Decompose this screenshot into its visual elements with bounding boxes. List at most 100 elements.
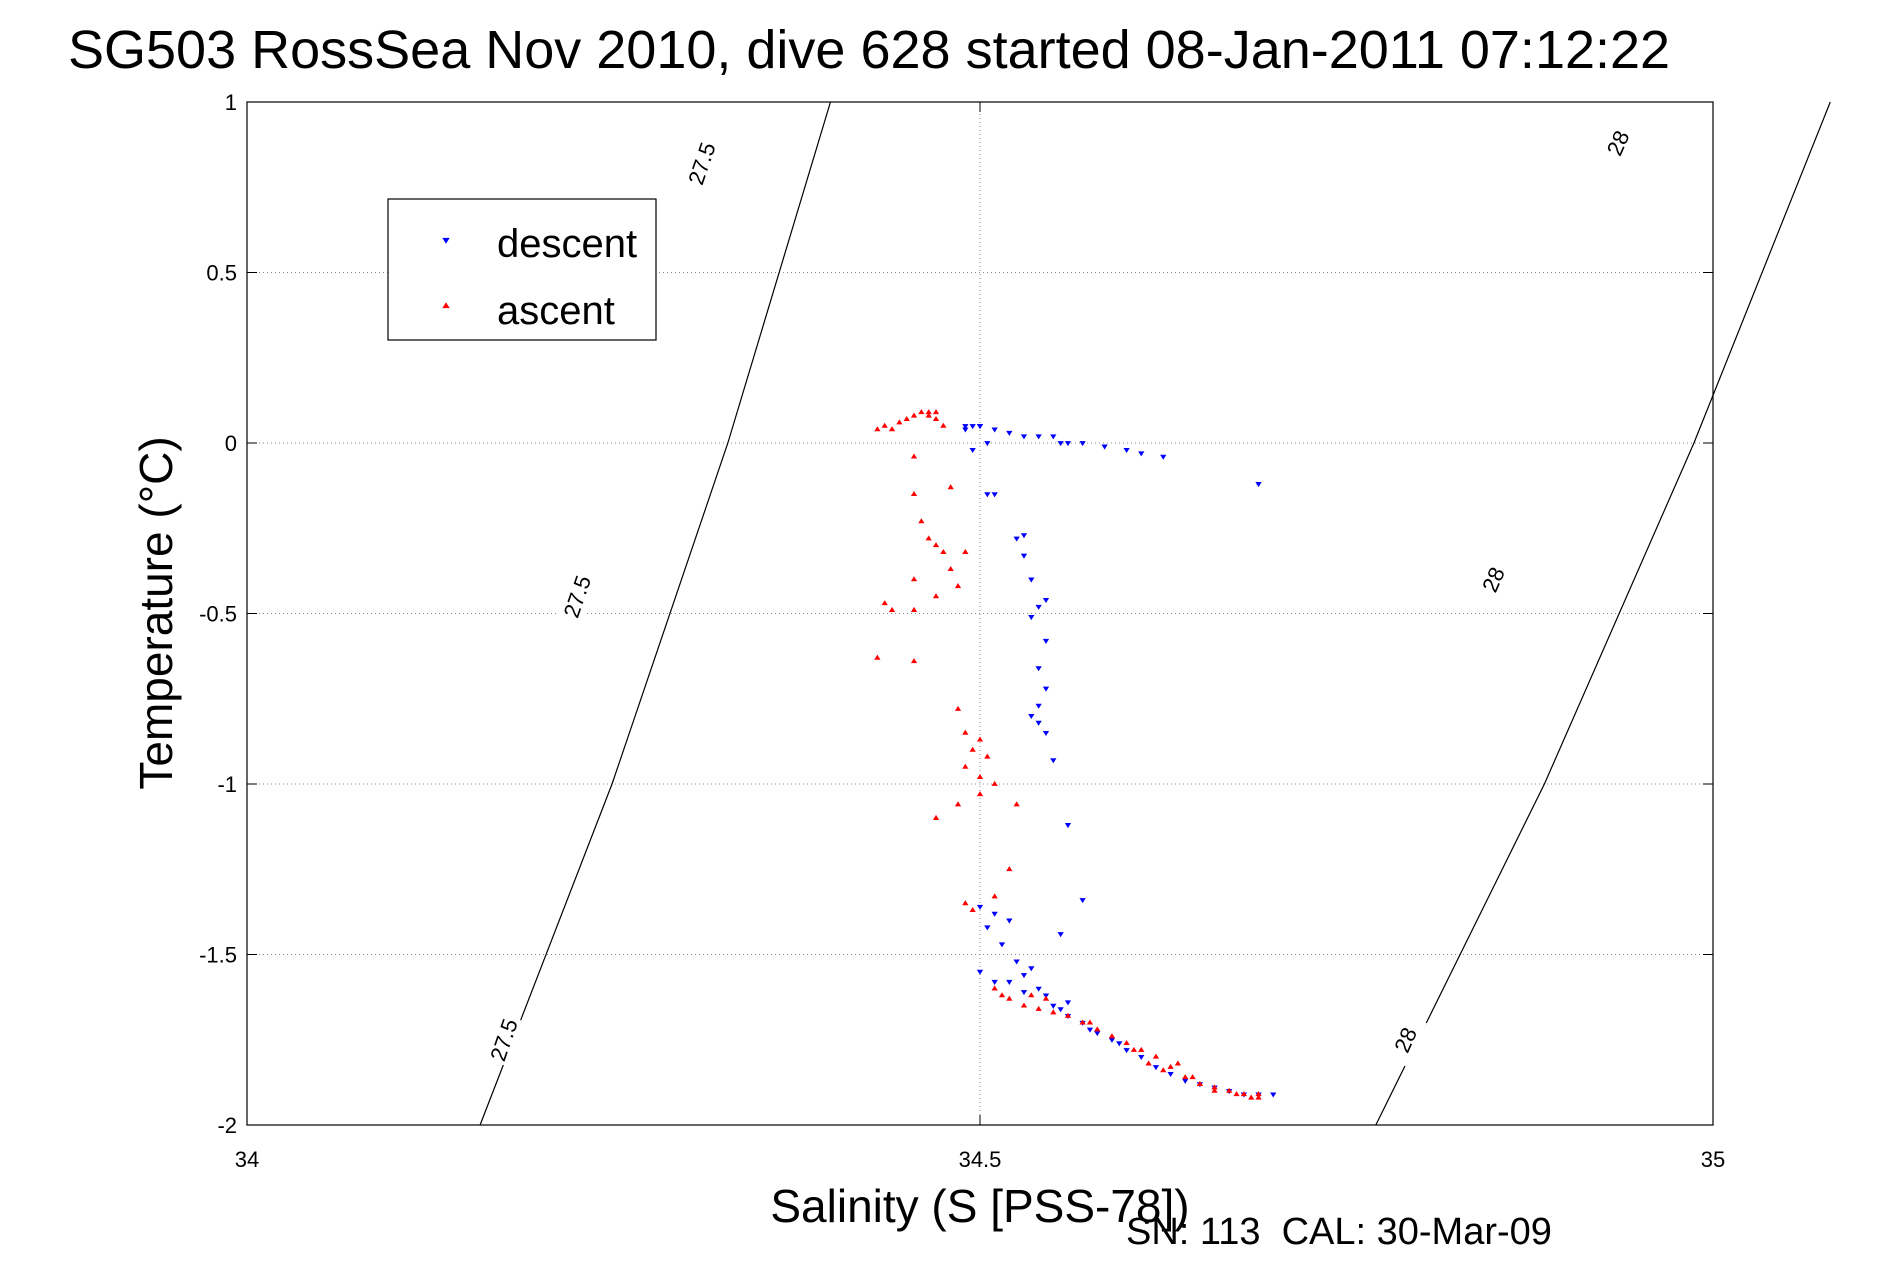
ascent-point	[910, 412, 918, 418]
descent-point	[1028, 713, 1035, 719]
ascent-point	[1138, 1046, 1145, 1052]
descent-point	[1116, 1041, 1123, 1047]
isopycnal-label-bg	[483, 1012, 524, 1067]
descent-point	[1035, 434, 1042, 440]
isopycnal-label-bg	[681, 136, 722, 191]
legend: descent ascent	[387, 198, 657, 341]
ascent-point	[969, 746, 976, 752]
descent-point	[991, 492, 998, 498]
x-tick-label: 34	[235, 1147, 259, 1172]
ascent-point	[910, 490, 918, 497]
ascent-point	[1042, 995, 1050, 1001]
descent-point	[962, 424, 969, 430]
descent-point	[1057, 932, 1064, 938]
ascent-point	[1255, 1094, 1262, 1100]
descent-point	[1035, 720, 1042, 726]
ascent-point	[947, 566, 954, 572]
descent-point	[1064, 1000, 1072, 1006]
ascent-point	[932, 542, 940, 548]
descent-point	[1013, 536, 1020, 542]
data-points	[874, 409, 1277, 1100]
descent-point	[991, 911, 998, 917]
ascent-point	[1050, 1009, 1057, 1015]
descent-point	[1042, 686, 1050, 692]
descent-point	[1006, 918, 1013, 924]
descent-point	[1057, 441, 1064, 447]
descent-point	[1152, 1065, 1160, 1071]
ascent-point	[1013, 801, 1020, 807]
y-tick-label: -1.5	[199, 943, 237, 968]
descent-point	[991, 427, 998, 433]
footer-calibration: SN: 113 CAL: 30-Mar-09	[1126, 1211, 1552, 1253]
ascent-point	[954, 801, 962, 807]
ascent-point	[1189, 1074, 1196, 1080]
axis-ticks: 34 34.5 35 1 0.5 0 -0.5 -1 -1.5 -2	[199, 90, 1725, 1172]
ascent-point	[932, 415, 940, 421]
ascent-point	[1020, 1002, 1028, 1008]
ascent-point	[976, 774, 984, 780]
descent-point	[1138, 1054, 1145, 1060]
y-tick-label: -0.5	[199, 602, 237, 627]
descent-point	[1006, 430, 1013, 436]
legend-label-descent: descent	[497, 222, 637, 266]
descent-point	[1255, 482, 1262, 488]
descent-point	[1020, 973, 1028, 979]
ascent-point	[910, 658, 918, 664]
ascent-point	[1086, 1019, 1094, 1025]
descent-point	[1035, 666, 1042, 672]
ascent-point	[888, 606, 896, 612]
ascent-point	[1248, 1094, 1255, 1100]
ascent-point	[918, 518, 925, 524]
ascent-point	[1108, 1033, 1116, 1039]
ascent-point	[1006, 866, 1013, 872]
ascent-point	[991, 985, 998, 991]
ascent-point	[962, 900, 969, 906]
ascent-point	[874, 426, 881, 432]
descent-point	[1123, 447, 1130, 453]
chart-title: SG503 RossSea Nov 2010, dive 628 started…	[68, 20, 1670, 80]
y-tick-label: 0	[225, 431, 237, 456]
descent-point	[1057, 1007, 1064, 1013]
ascent-point	[1079, 1019, 1086, 1025]
ascent-point	[874, 654, 881, 660]
ascent-point	[1174, 1060, 1182, 1066]
descent-point	[1020, 553, 1028, 559]
ascent-point	[954, 583, 962, 589]
descent-point	[1079, 898, 1086, 904]
ascent-point	[962, 763, 969, 769]
ascent-point	[1196, 1080, 1204, 1086]
ascent-point	[1226, 1087, 1233, 1093]
descent-point	[1035, 986, 1042, 992]
ascent-point	[969, 907, 976, 913]
ascent-point	[1182, 1074, 1189, 1080]
descent-point	[1020, 533, 1028, 539]
descent-point	[1086, 1027, 1094, 1033]
descent-point	[976, 969, 984, 975]
ascent-point	[998, 992, 1006, 998]
descent-point	[1035, 604, 1042, 610]
ascent-point	[1035, 1005, 1042, 1011]
ascent-point	[910, 606, 918, 612]
ascent-point	[881, 600, 888, 606]
legend-marker-ascent	[442, 302, 450, 309]
ascent-point	[947, 484, 954, 490]
ascent-point	[910, 453, 918, 459]
ascent-point	[962, 548, 969, 554]
descent-point	[991, 979, 998, 985]
descent-point	[1050, 1003, 1057, 1009]
ascent-point	[925, 412, 932, 418]
ascent-point	[1123, 1039, 1130, 1046]
isopycnal-label-bg	[556, 569, 597, 624]
ascent-point	[976, 791, 984, 797]
descent-point	[976, 424, 984, 430]
ascent-point	[925, 409, 932, 415]
ascent-point	[910, 576, 918, 582]
descent-point	[1050, 434, 1057, 440]
y-tick-label: -2	[217, 1113, 237, 1138]
isopycnal-28	[1375, 101, 1831, 1126]
ascent-point	[1211, 1087, 1218, 1093]
descent-point	[1020, 990, 1028, 996]
descent-point	[1270, 1092, 1277, 1098]
x-axis-label: Salinity (S [PSS-78])	[770, 1180, 1189, 1232]
